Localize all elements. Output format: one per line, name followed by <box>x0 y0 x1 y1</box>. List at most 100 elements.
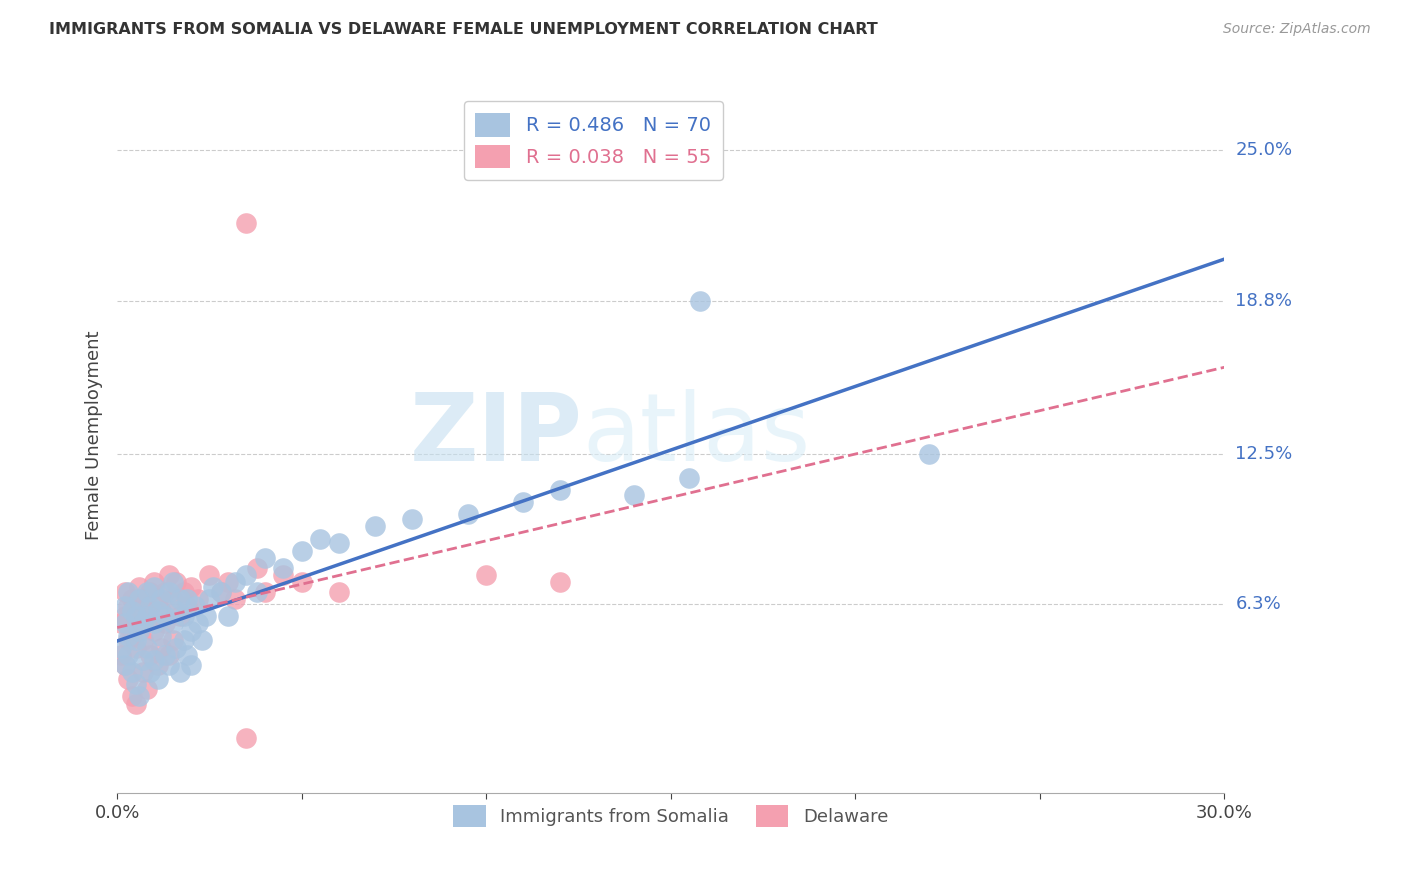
Point <box>132 633 155 648</box>
Point <box>180 657 202 672</box>
Point <box>135 599 157 614</box>
Point <box>328 536 350 550</box>
Point <box>253 585 276 599</box>
Point <box>128 616 150 631</box>
Point <box>209 585 232 599</box>
Text: atlas: atlas <box>582 390 810 482</box>
Point <box>217 609 239 624</box>
Point <box>139 665 162 679</box>
Point <box>139 648 162 662</box>
Point <box>548 575 571 590</box>
Point <box>121 629 143 643</box>
Point <box>291 575 314 590</box>
Point <box>173 633 195 648</box>
Y-axis label: Female Unemployment: Female Unemployment <box>86 331 103 541</box>
Point <box>173 585 195 599</box>
Point <box>146 604 169 618</box>
Point <box>169 665 191 679</box>
Point <box>162 575 184 590</box>
Point <box>309 532 332 546</box>
Point <box>143 624 166 638</box>
Point <box>180 580 202 594</box>
Point <box>157 648 180 662</box>
Point <box>157 568 180 582</box>
Point <box>146 657 169 672</box>
Point <box>328 585 350 599</box>
Point <box>114 609 136 624</box>
Point <box>114 657 136 672</box>
Point <box>110 616 132 631</box>
Point <box>110 640 132 655</box>
Point <box>224 592 246 607</box>
Point <box>128 690 150 704</box>
Point <box>194 609 217 624</box>
Point <box>114 616 136 631</box>
Point <box>114 585 136 599</box>
Point <box>117 629 139 643</box>
Point <box>114 599 136 614</box>
Point <box>128 592 150 607</box>
Point <box>678 471 700 485</box>
Point <box>117 673 139 687</box>
Point <box>146 673 169 687</box>
Point <box>124 640 146 655</box>
Point <box>150 592 173 607</box>
Point <box>153 648 176 662</box>
Point <box>271 560 294 574</box>
Point <box>132 616 155 631</box>
Point <box>162 592 184 607</box>
Point <box>153 609 176 624</box>
Point <box>176 592 198 607</box>
Point <box>198 592 221 607</box>
Point <box>253 551 276 566</box>
Point <box>183 599 205 614</box>
Point <box>128 580 150 594</box>
Text: 12.5%: 12.5% <box>1236 444 1292 463</box>
Point <box>150 629 173 643</box>
Point <box>180 624 202 638</box>
Point <box>198 568 221 582</box>
Text: 6.3%: 6.3% <box>1236 595 1281 613</box>
Point <box>169 592 191 607</box>
Point <box>121 665 143 679</box>
Point <box>235 731 257 745</box>
Point <box>143 653 166 667</box>
Point <box>246 585 269 599</box>
Point <box>187 592 209 607</box>
Point <box>165 575 187 590</box>
Point <box>271 568 294 582</box>
Point <box>139 599 162 614</box>
Point <box>689 293 711 308</box>
Point <box>246 560 269 574</box>
Point <box>176 599 198 614</box>
Point <box>117 648 139 662</box>
Point <box>548 483 571 497</box>
Point <box>110 648 132 662</box>
Point <box>165 640 187 655</box>
Text: 25.0%: 25.0% <box>1236 141 1292 160</box>
Point <box>124 633 146 648</box>
Point <box>146 592 169 607</box>
Point <box>135 640 157 655</box>
Point <box>143 580 166 594</box>
Point <box>512 495 534 509</box>
Point <box>132 665 155 679</box>
Text: 18.8%: 18.8% <box>1236 292 1292 310</box>
Point <box>191 633 214 648</box>
Point <box>623 488 645 502</box>
Point <box>150 604 173 618</box>
Point <box>132 653 155 667</box>
Point <box>918 447 941 461</box>
Point <box>235 216 257 230</box>
Point <box>202 580 225 594</box>
Point <box>135 681 157 696</box>
Point <box>157 657 180 672</box>
Point <box>153 616 176 631</box>
Point <box>128 624 150 638</box>
Point <box>457 508 479 522</box>
Point <box>124 697 146 711</box>
Point <box>121 592 143 607</box>
Point <box>364 519 387 533</box>
Legend: Immigrants from Somalia, Delaware: Immigrants from Somalia, Delaware <box>446 798 896 834</box>
Point <box>117 633 139 648</box>
